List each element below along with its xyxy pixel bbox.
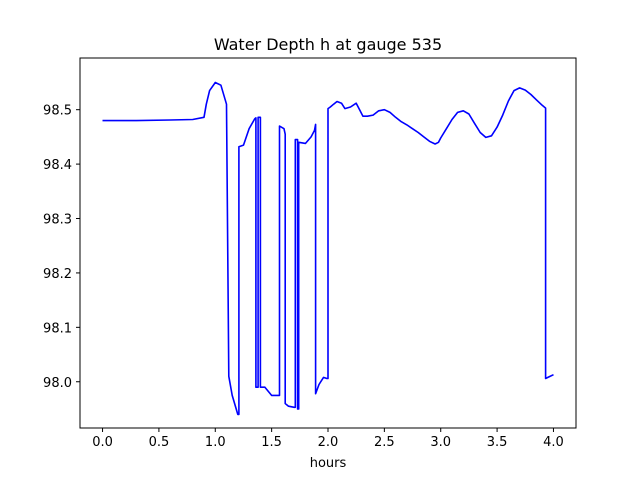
x-tick-label: 4.0 (543, 435, 564, 450)
y-tick-label: 98.3 (43, 213, 72, 228)
x-tick-label: 3.5 (487, 435, 508, 450)
series-line-0 (102, 81, 554, 416)
x-axis-ticks: 0.0 0.5 1.0 1.5 2.0 2.5 3.0 3.5 4.0 (92, 428, 564, 450)
x-tick-label: 2.5 (374, 435, 395, 450)
x-tick-label: 2.0 (318, 435, 339, 450)
y-tick-label: 98.5 (43, 104, 72, 119)
x-tick-label: 1.0 (205, 435, 226, 450)
y-tick-label: 98.0 (43, 376, 72, 391)
chart-title: Water Depth h at gauge 535 (214, 35, 442, 54)
y-tick-label: 98.1 (43, 321, 72, 336)
x-tick-label: 0.0 (92, 435, 113, 450)
y-tick-label: 98.2 (43, 267, 72, 282)
y-tick-label: 98.4 (43, 158, 72, 173)
plot-area (102, 81, 554, 416)
y-axis-ticks: 98.0 98.1 98.2 98.3 98.4 98.5 (43, 104, 80, 391)
x-tick-label: 3.0 (430, 435, 451, 450)
axes-frame (79, 57, 577, 429)
x-axis-label: hours (310, 456, 347, 471)
x-tick-label: 1.5 (261, 435, 282, 450)
x-tick-label: 0.5 (149, 435, 170, 450)
